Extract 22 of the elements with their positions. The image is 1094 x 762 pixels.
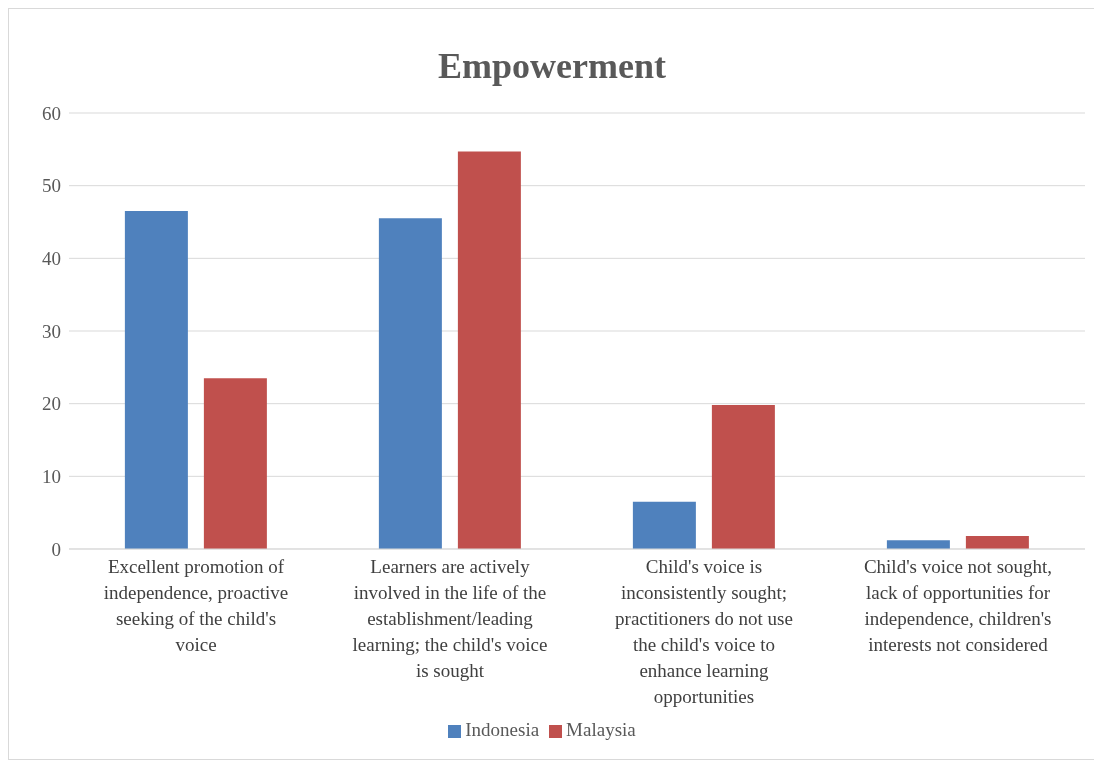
x-tick-label: Child's voice is inconsistently sought; practitioners do not use the child's voice to enhance learning opportunities — [615, 556, 793, 707]
y-tick-label: 60 — [42, 102, 61, 124]
bar — [886, 540, 950, 549]
legend-label: Indonesia — [465, 719, 540, 740]
bar — [378, 218, 442, 549]
y-tick-label: 0 — [51, 538, 61, 560]
bar — [711, 405, 775, 549]
x-tick-label: Learners are actively involved in the life of the establishment/leading learning; the child's voice is sought — [352, 556, 548, 681]
chart-title: Empowerment — [437, 45, 667, 88]
legend-label: Malaysia — [566, 719, 636, 740]
bar — [457, 151, 521, 549]
bar — [965, 535, 1029, 549]
y-tick-label: 20 — [42, 393, 61, 415]
bar — [632, 501, 696, 549]
x-tick-label: Child's voice not sought, lack of opportunities for independence, children's interests not considered — [863, 556, 1053, 655]
y-tick-label: 30 — [42, 320, 61, 342]
bar — [124, 211, 188, 549]
x-tick-label: Excellent promotion of independence, proactive seeking of the child's voice — [103, 556, 289, 655]
y-tick-label: 10 — [42, 466, 61, 488]
y-tick-label: 40 — [42, 248, 61, 270]
bar — [203, 378, 267, 549]
y-tick-label: 50 — [42, 175, 61, 197]
